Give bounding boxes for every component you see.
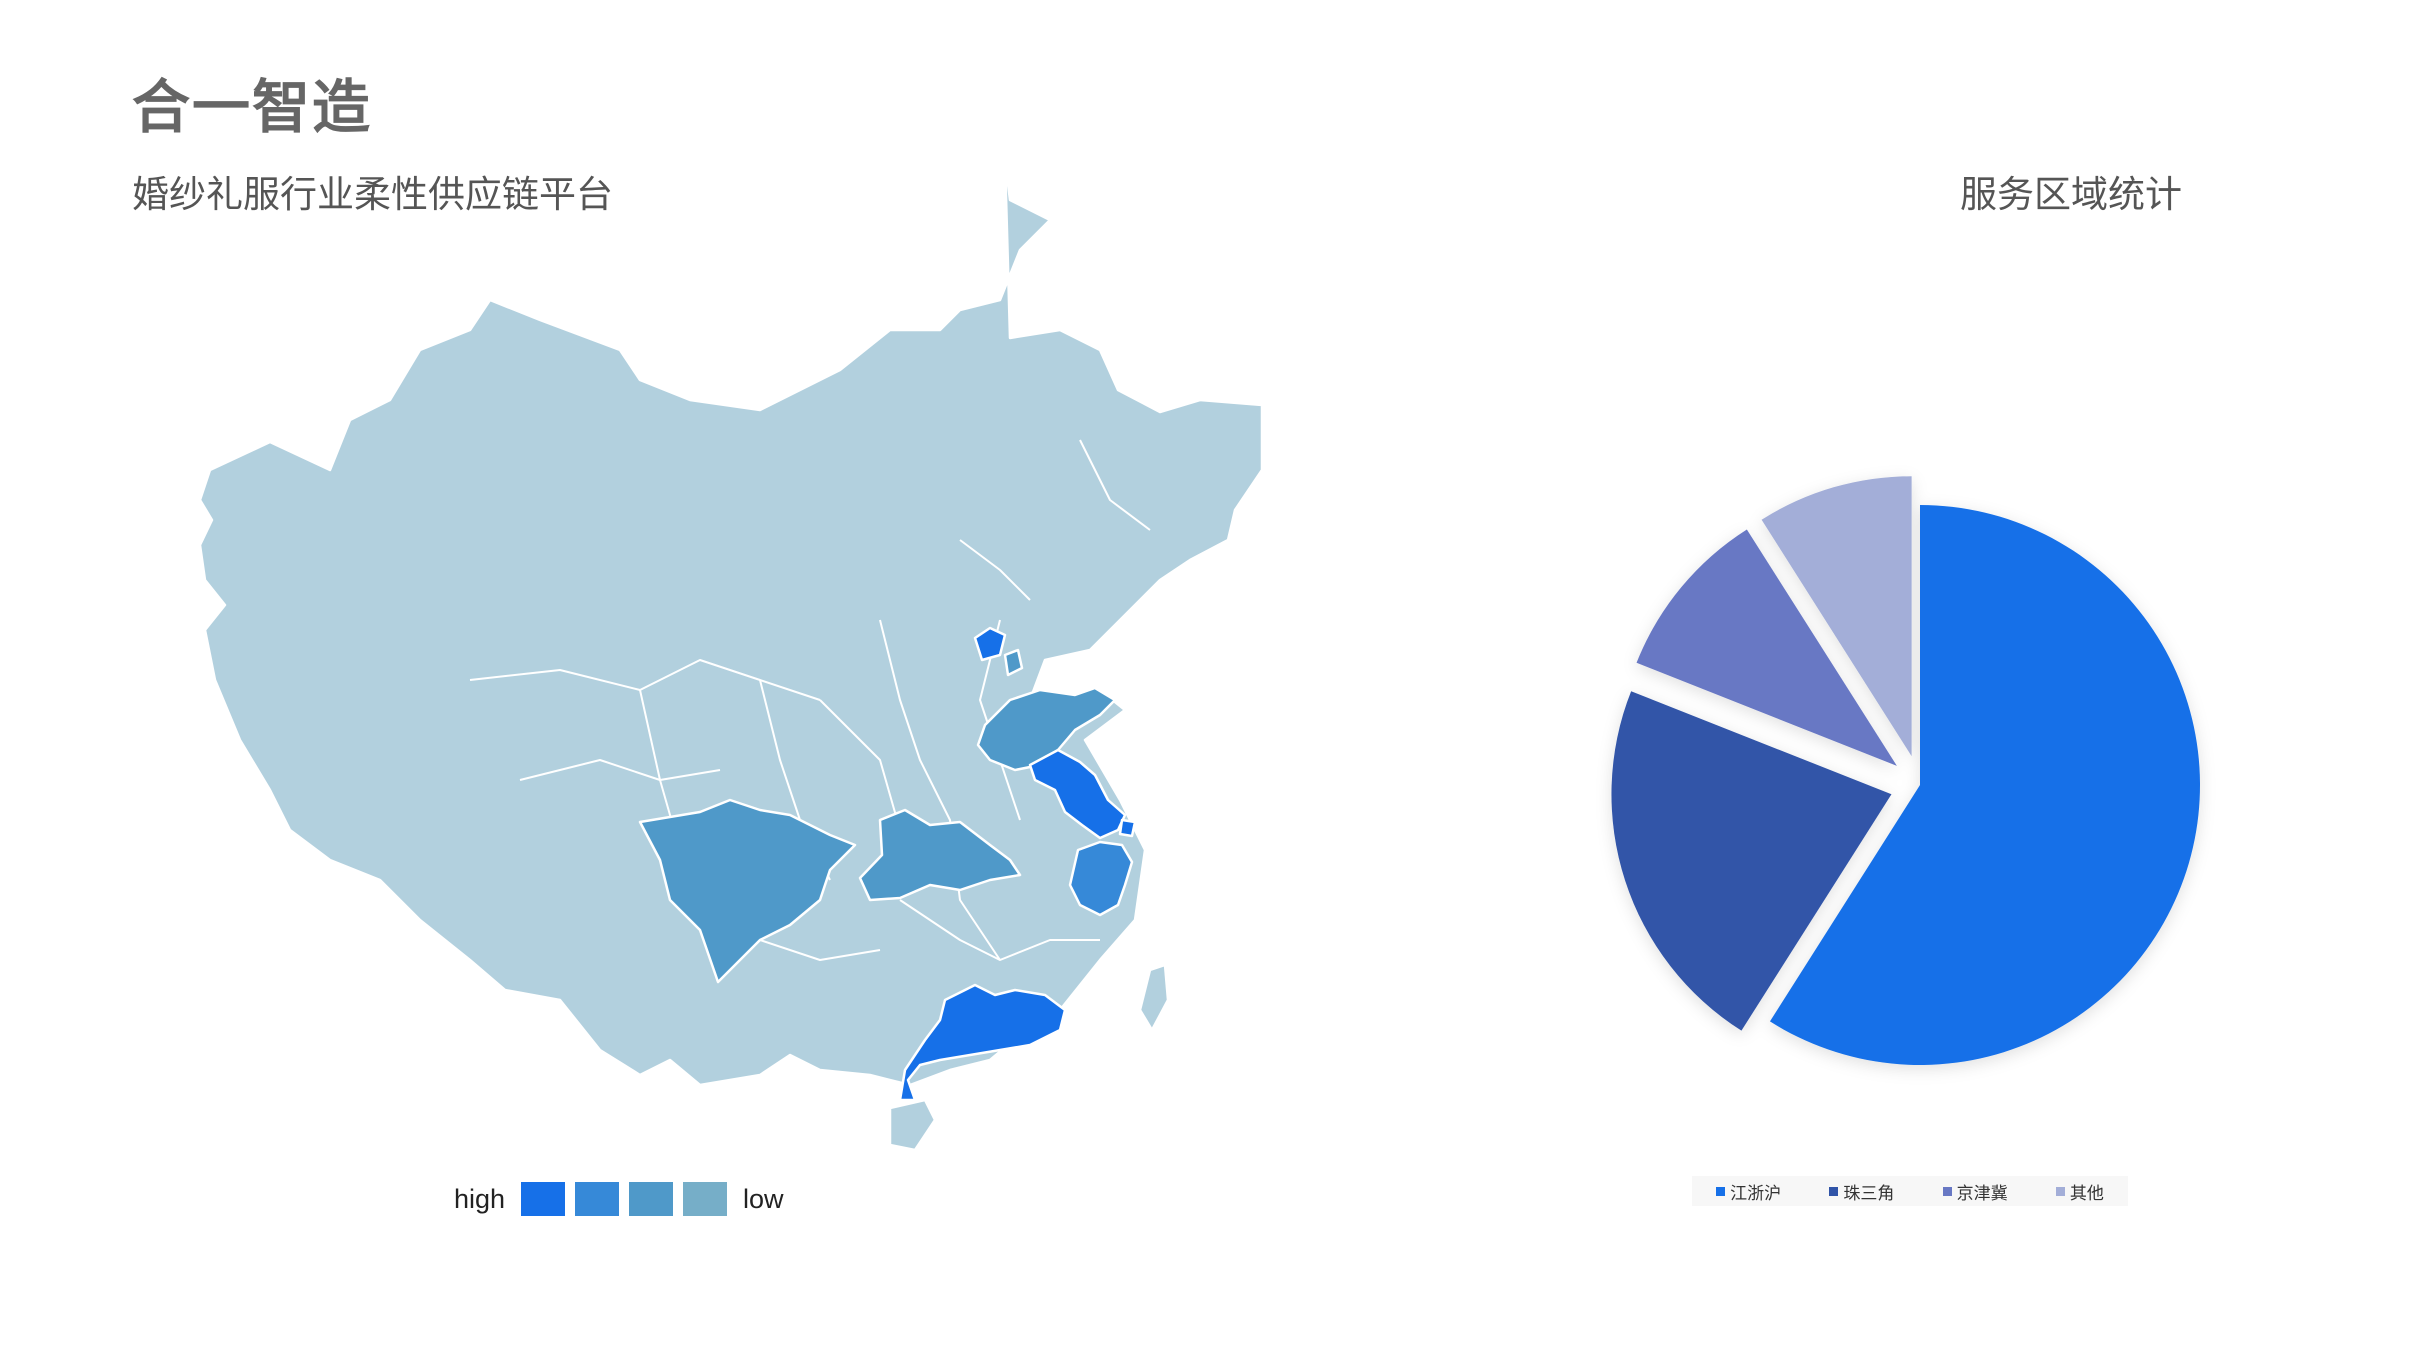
map-region-guangdong[interactable] xyxy=(898,983,1067,1102)
pie-legend-item[interactable]: 珠三角 xyxy=(1829,1179,1894,1204)
pie-title: 服务区域统计 xyxy=(1960,173,2182,216)
pie-legend-item[interactable]: 其他 xyxy=(2055,1179,2104,1204)
legend-low-label: low xyxy=(743,1183,784,1214)
map-region-jiangsu[interactable] xyxy=(1028,748,1127,840)
pie-legend-label: 京津冀 xyxy=(1956,1183,2008,1204)
legend-color-dot xyxy=(2055,1186,2065,1196)
pie-legend-item[interactable]: 京津冀 xyxy=(1942,1179,2008,1204)
pie-slice-2[interactable] xyxy=(1611,691,1892,1031)
pie-slice-1[interactable] xyxy=(1769,505,2200,1065)
pie-slice-4[interactable] xyxy=(1761,476,1912,757)
legend-high-label: high xyxy=(454,1183,506,1214)
legend-swatch-3 xyxy=(629,1182,674,1216)
map-region-taiwan[interactable] xyxy=(1138,963,1170,1032)
legend-swatch-1 xyxy=(521,1182,566,1216)
map-region-hainan[interactable] xyxy=(888,1098,937,1152)
pie-legend: 江浙沪 珠三角 京津冀 其他 xyxy=(1692,1176,2128,1206)
legend-swatch-4 xyxy=(683,1182,728,1216)
map-region-shandong[interactable] xyxy=(976,686,1117,772)
map-region-zhejiang[interactable] xyxy=(1068,840,1134,917)
map-region-hubei[interactable] xyxy=(858,808,1022,902)
pie-legend-label: 江浙沪 xyxy=(1730,1183,1782,1204)
pie-chart xyxy=(1611,476,2200,1065)
pie-legend-label: 珠三角 xyxy=(1843,1183,1895,1204)
map-scale-legend: high low xyxy=(448,1182,790,1216)
legend-swatch-2 xyxy=(575,1182,620,1216)
map-region-shanghai[interactable] xyxy=(1118,818,1137,838)
pie-slice-3[interactable] xyxy=(1636,529,1897,766)
brand-title: 合一智造 xyxy=(132,73,373,141)
china-map xyxy=(198,158,1264,1152)
legend-color-dot xyxy=(1942,1186,1952,1196)
map-region-sichuan[interactable] xyxy=(638,798,857,984)
legend-color-dot xyxy=(1829,1186,1839,1196)
map-region-tianjin[interactable] xyxy=(1003,648,1024,677)
legend-color-dot xyxy=(1716,1186,1726,1196)
brand-subtitle: 婚纱礼服行业柔性供应链平台 xyxy=(132,173,613,216)
map-region-beijing[interactable] xyxy=(973,626,1007,662)
pie-legend-item[interactable]: 江浙沪 xyxy=(1716,1179,1781,1204)
pie-legend-label: 其他 xyxy=(2069,1183,2104,1204)
